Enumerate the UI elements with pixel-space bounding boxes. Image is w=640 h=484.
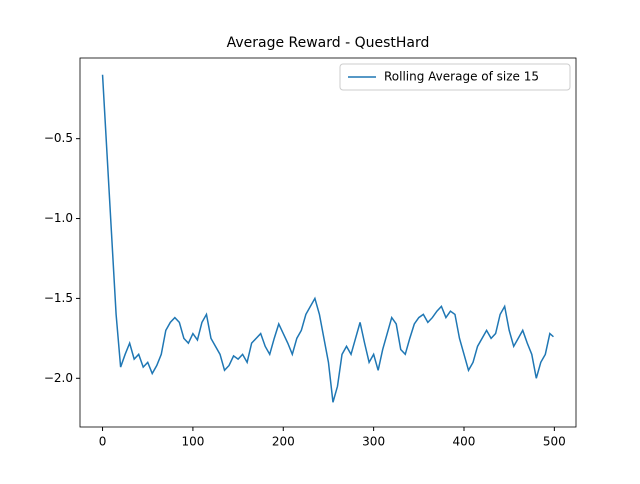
y-tick-label: −0.5 [44, 131, 73, 145]
x-tick-label: 300 [362, 435, 385, 449]
legend-label: Rolling Average of size 15 [384, 70, 539, 84]
x-tick-label: 200 [272, 435, 295, 449]
x-tick-label: 500 [543, 435, 566, 449]
x-tick-label: 400 [453, 435, 476, 449]
y-tick-label: −2.0 [44, 371, 73, 385]
x-tick-label: 100 [181, 435, 204, 449]
chart-title: Average Reward - QuestHard [227, 35, 430, 51]
plot-frame [79, 57, 577, 428]
y-tick-label: −1.5 [44, 291, 73, 305]
legend-box [339, 63, 571, 91]
line-series [101, 74, 554, 403]
y-tick-label: −1.0 [44, 211, 73, 225]
x-tick-label: 0 [99, 435, 107, 449]
